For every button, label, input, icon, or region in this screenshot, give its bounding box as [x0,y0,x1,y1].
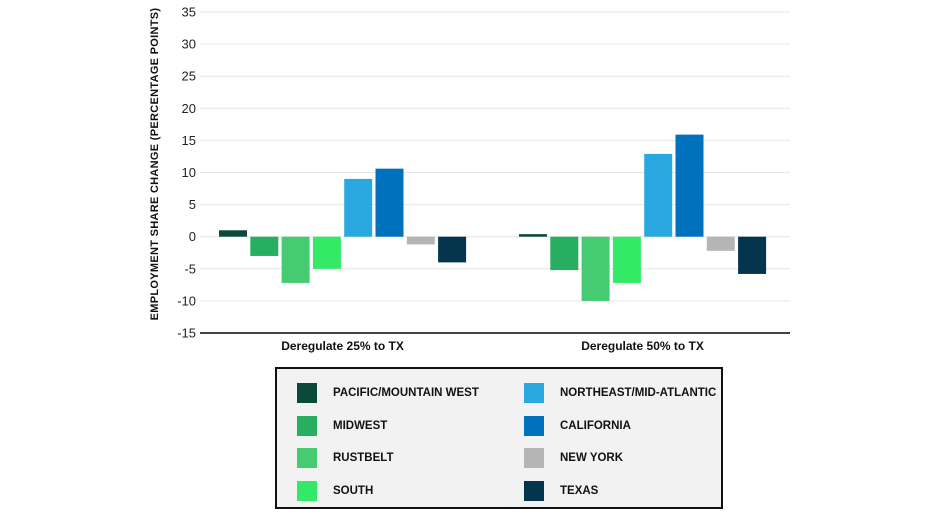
legend-label: CALIFORNIA [560,419,631,432]
legend-swatch [524,448,544,468]
x-category-label: Deregulate 25% to TX [281,339,404,353]
legend-label: NEW YORK [560,452,624,464]
y-tick-label: 15 [182,133,196,148]
bar [644,153,673,237]
bar [312,236,341,269]
legend-swatch [524,415,544,436]
bar [250,236,279,256]
bars [219,134,767,301]
legend-label: MIDWEST [333,419,388,432]
bar [438,236,467,263]
legend-item: PACIFIC/MOUNTAIN WEST [297,383,479,403]
bar [406,236,435,245]
bar [612,236,641,283]
bar [738,236,767,274]
legend-swatch [297,415,317,436]
bar [281,236,310,283]
bar [519,234,547,237]
y-axis-label: EMPLOYMENT SHARE CHANGE (PERCENTAGE POIN… [149,8,161,321]
y-tick-label: -15 [177,326,196,341]
legend-item: RUSTBELT [297,448,393,468]
legend-item: NORTHEAST/MID-ATLANTIC [524,383,716,403]
legend-item: NEW YORK [524,448,623,468]
bar [706,236,735,251]
bar [219,230,247,237]
y-tick-label: 10 [182,165,196,180]
legend-label: TEXAS [560,484,599,497]
bar [550,236,579,271]
x-category-label: Deregulate 50% to TX [581,339,704,353]
y-tick-label: -10 [177,293,196,308]
y-tick-label: -5 [184,261,196,276]
y-tick-label: 5 [189,197,196,212]
legend-item: SOUTH [297,480,374,501]
x-axis-category-labels: Deregulate 25% to TX Deregulate 50% to TX [281,339,704,353]
legend-item: CALIFORNIA [524,415,631,436]
y-axis-tick-labels: 35 30 25 20 15 10 5 0 -5 -10 -15 [177,5,196,341]
legend-swatch [297,448,317,468]
bar [375,168,404,237]
y-tick-label: 35 [182,5,196,20]
gridlines [200,11,790,302]
legend-swatch [524,480,544,501]
legend-label: NORTHEAST/MID-ATLANTIC [560,387,717,399]
legend-swatch [297,480,317,501]
legend-item: TEXAS [524,480,599,501]
legend-swatch [297,383,317,403]
legend-swatch [524,383,544,403]
legend-label: SOUTH [333,484,374,497]
y-tick-label: 30 [182,37,196,52]
bar-chart: 35 30 25 20 15 10 5 0 -5 -10 -15 Deregulate 25% to… [149,5,790,353]
legend-label: RUSTBELT [333,452,394,464]
y-tick-label: 0 [189,229,196,244]
legend: PACIFIC/MOUNTAIN WEST MIDWEST RUSTBELT SOUT… [275,367,723,509]
bar [344,178,373,237]
legend-item: MIDWEST [297,415,388,436]
y-tick-label: 25 [182,69,196,84]
y-tick-label: 20 [182,101,196,116]
bar [675,134,704,237]
legend-label: PACIFIC/MOUNTAIN WEST [333,387,479,399]
bar [581,236,610,301]
